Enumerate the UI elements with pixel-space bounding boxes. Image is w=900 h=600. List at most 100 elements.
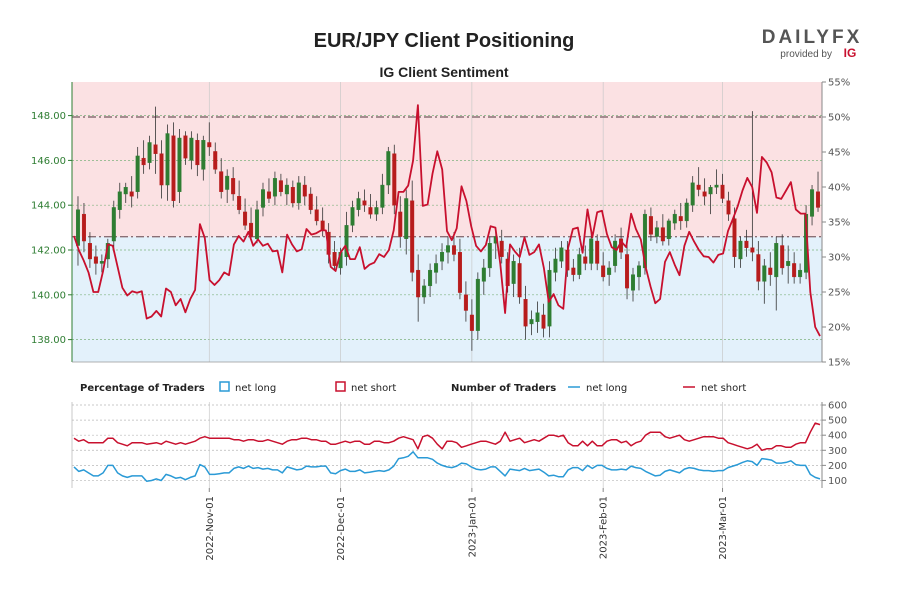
- candle-body: [123, 187, 128, 195]
- candle-body: [511, 261, 516, 284]
- price-tick-label: 148.00: [31, 111, 66, 122]
- candle-body: [636, 265, 641, 278]
- candle-body: [756, 254, 761, 282]
- brand-provider: IG: [844, 46, 857, 60]
- candle-body: [332, 252, 337, 266]
- candle-body: [111, 207, 116, 242]
- count-axis: 600 500 400 300 200 100: [71, 401, 847, 488]
- legend-pct-short-swatch: [335, 381, 346, 392]
- candle-body: [213, 151, 218, 170]
- candle-body: [416, 269, 421, 298]
- candle-body: [595, 240, 600, 264]
- pct-tick-label: 15%: [828, 358, 850, 369]
- candle-body: [422, 285, 427, 298]
- count-tick-label: 400: [828, 431, 847, 442]
- candle-body: [398, 211, 403, 237]
- candle-body: [750, 247, 755, 253]
- candle-body: [344, 225, 349, 257]
- count-gridlines: [72, 402, 822, 488]
- legend-pct-short: net short: [351, 383, 396, 394]
- candle-body: [99, 261, 104, 264]
- candle-body: [451, 245, 456, 255]
- candle-body: [702, 191, 707, 197]
- candle-body: [589, 238, 594, 264]
- candle-body: [308, 193, 313, 210]
- net-long-zone: [72, 236, 822, 362]
- candle-body: [816, 191, 821, 208]
- candle-body: [529, 319, 534, 325]
- candle-body: [356, 198, 361, 210]
- pct-tick-label: 50%: [828, 113, 850, 124]
- date-label: 2022-Nov-01: [205, 496, 216, 561]
- candle-body: [189, 137, 194, 161]
- candle-body: [362, 200, 367, 206]
- candle-body: [666, 220, 671, 240]
- candle-body: [786, 261, 791, 266]
- brand-provided-by: provided by: [780, 49, 832, 60]
- candle-body: [302, 184, 307, 197]
- candle-body: [601, 265, 606, 278]
- candle-body: [660, 227, 665, 242]
- candle-body: [798, 269, 803, 278]
- candle-body: [141, 157, 146, 166]
- count-tick-label: 300: [828, 446, 847, 457]
- candle-body: [320, 220, 325, 231]
- candle-body: [219, 171, 224, 192]
- candle-body: [434, 263, 439, 273]
- candle-body: [678, 216, 683, 222]
- candle-body: [147, 142, 152, 163]
- date-label: 2023-Mar-01: [718, 496, 729, 560]
- main-plot-area: 148.00 146.00 144.00 142.00 140.00 138.00 55%…: [31, 78, 850, 369]
- candle-body: [75, 209, 80, 246]
- candle-body: [696, 184, 701, 190]
- candle-body: [684, 202, 689, 222]
- candle-body: [768, 267, 773, 275]
- candle-body: [153, 144, 158, 154]
- pct-tick-label: 55%: [828, 78, 850, 89]
- candle-body: [207, 142, 212, 148]
- legend-pct-long-swatch: [219, 381, 230, 392]
- candle-body: [93, 256, 98, 264]
- date-label: 2023-Jan-01: [467, 496, 478, 557]
- candle-body: [810, 189, 815, 217]
- candle-body: [296, 182, 301, 204]
- count-net-long-line: [73, 451, 821, 482]
- candle-body: [559, 247, 564, 262]
- candle-body: [720, 184, 725, 199]
- candle-body: [117, 191, 122, 210]
- candle-body: [440, 252, 445, 262]
- legend-num-heading: Number of Traders: [451, 383, 556, 394]
- candle-body: [648, 216, 653, 235]
- candle-body: [732, 218, 737, 257]
- candle-body: [654, 227, 659, 237]
- candle-body: [266, 191, 271, 199]
- candle-body: [774, 243, 779, 278]
- candle-body: [714, 184, 719, 188]
- candle-body: [284, 184, 289, 195]
- candle-body: [165, 133, 170, 186]
- candle-body: [225, 175, 230, 190]
- candle-body: [738, 240, 743, 260]
- candle-body: [625, 254, 630, 289]
- count-net-short-line: [73, 422, 821, 452]
- candle-body: [159, 153, 164, 186]
- candle-body: [583, 256, 588, 264]
- candle-body: [553, 258, 558, 273]
- net-short-zone: [72, 82, 822, 237]
- legend-pct-long: net long: [235, 383, 276, 394]
- candle-body: [762, 265, 767, 282]
- price-tick-label: 142.00: [31, 246, 66, 257]
- candle-body: [517, 263, 522, 298]
- legend: Percentage of Traders net long net short…: [80, 381, 746, 394]
- candle-body: [255, 209, 260, 239]
- candle-body: [499, 240, 504, 257]
- legend-pct-heading: Percentage of Traders: [80, 383, 205, 394]
- candle-body: [135, 155, 140, 192]
- chart-subtitle: IG Client Sentiment: [379, 64, 508, 80]
- candle-body: [642, 213, 647, 269]
- candle-body: [249, 222, 254, 237]
- candle-body: [290, 187, 295, 204]
- pct-tick-label: 25%: [828, 288, 850, 299]
- price-tick-label: 146.00: [31, 156, 66, 167]
- date-label: 2023-Feb-01: [599, 496, 610, 559]
